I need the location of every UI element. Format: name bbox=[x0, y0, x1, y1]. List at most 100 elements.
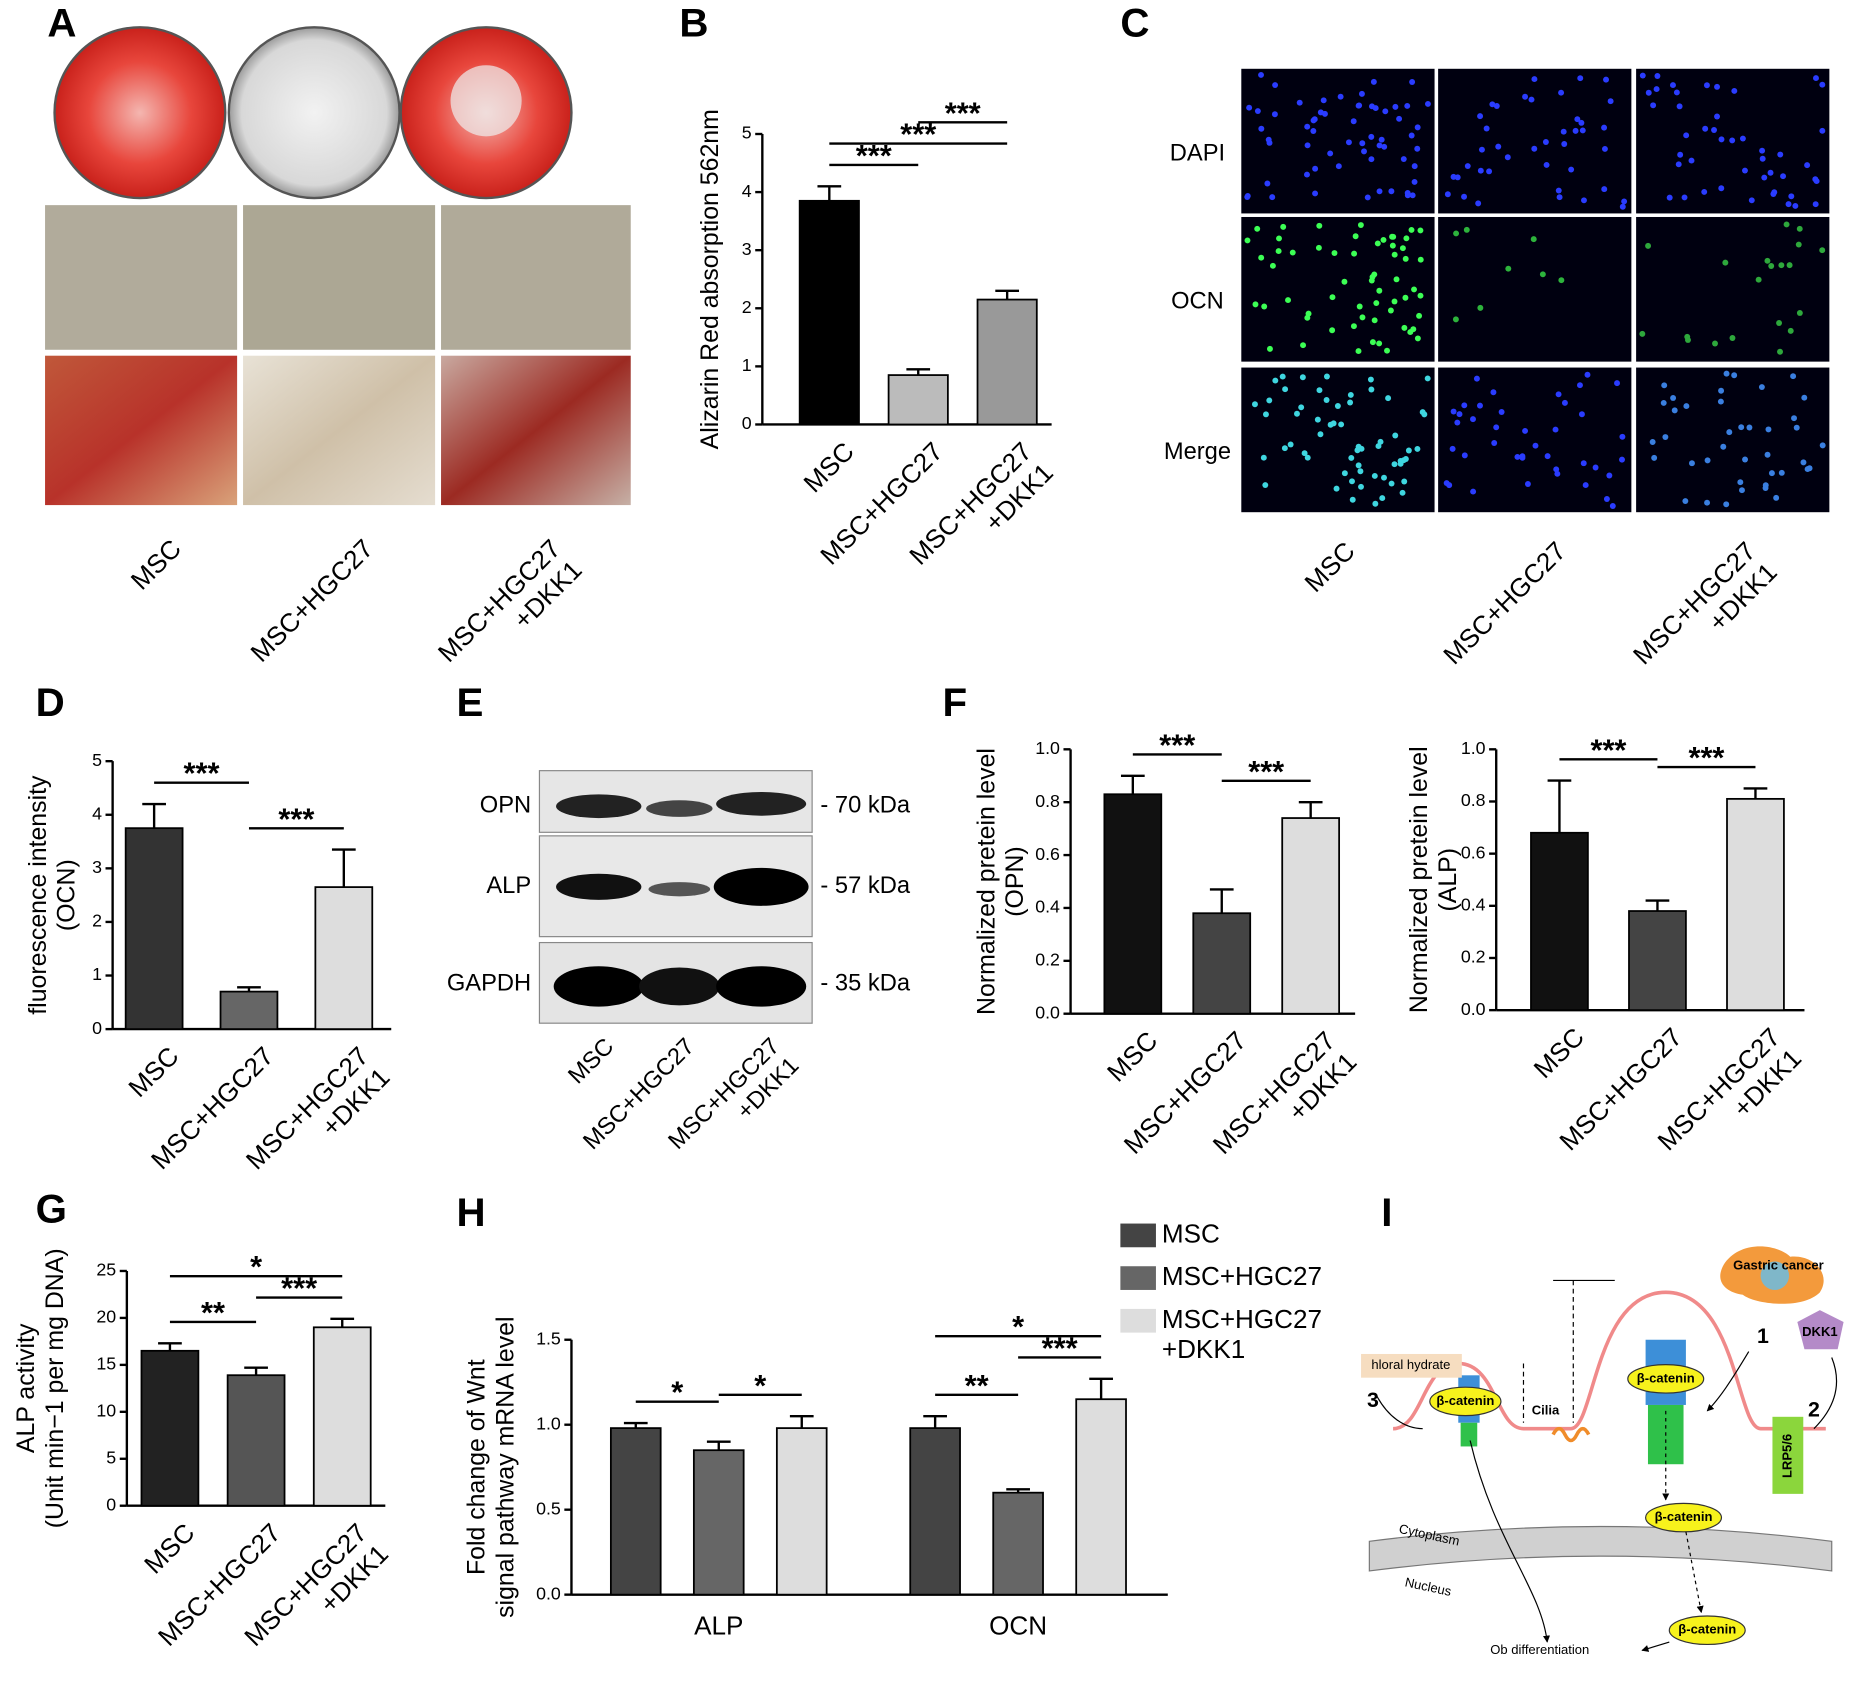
nucleus-dot bbox=[1402, 294, 1409, 301]
nucleus-dot bbox=[1251, 401, 1258, 408]
arrow bbox=[1641, 1641, 1670, 1652]
nucleus-dot bbox=[1408, 226, 1415, 233]
nucleus-dot bbox=[1561, 141, 1568, 147]
nucleus-dot bbox=[1759, 155, 1766, 162]
nucleus-dot bbox=[1417, 256, 1424, 263]
nucleus-dot bbox=[1254, 108, 1261, 114]
nucleus-dot bbox=[1470, 416, 1476, 423]
nucleus-dot bbox=[1262, 482, 1269, 489]
nucleus-dot bbox=[1304, 171, 1310, 178]
size-label: - 35 kDa bbox=[820, 970, 910, 996]
nucleus-dot bbox=[1759, 147, 1766, 154]
nucleus-dot bbox=[1558, 277, 1565, 284]
x-tick-label: MSC+HGC27 bbox=[245, 533, 379, 667]
nucleus-dot bbox=[1554, 470, 1561, 477]
nucleus-dot bbox=[1478, 146, 1485, 153]
nucleus-dot bbox=[1660, 399, 1667, 406]
nucleus-dot bbox=[1357, 468, 1364, 475]
x-tick-label: MSC+HGC27+DKK1 bbox=[432, 533, 588, 689]
nucleus-dot bbox=[1417, 227, 1424, 234]
diagram-label: Gastric cancer bbox=[1733, 1258, 1824, 1273]
nucleus-dot bbox=[1334, 403, 1341, 409]
nucleus-dot bbox=[1356, 303, 1363, 310]
nucleus-dot bbox=[1477, 167, 1484, 174]
nucleus-dot bbox=[1739, 487, 1745, 494]
nucleus-dot bbox=[1592, 464, 1599, 471]
y-tick-label: 0 bbox=[742, 413, 752, 433]
x-tick-label: OCN bbox=[989, 1611, 1047, 1641]
nucleus-dot bbox=[1601, 186, 1608, 193]
bar bbox=[1103, 793, 1163, 1015]
nucleus-dot bbox=[1477, 304, 1484, 311]
nucleus-dot bbox=[1358, 483, 1364, 490]
significance-label: *** bbox=[184, 756, 220, 791]
fluorescence-image bbox=[1438, 367, 1632, 513]
nucleus-dot bbox=[1384, 347, 1390, 354]
nucleus-dot bbox=[1579, 127, 1586, 134]
nucleus-dot bbox=[1702, 125, 1709, 132]
nucleus-dot bbox=[1409, 79, 1416, 85]
y-tick-label: 0 bbox=[92, 1018, 102, 1038]
nucleus-dot bbox=[1748, 197, 1755, 204]
bar bbox=[314, 886, 374, 1031]
nucleus-dot bbox=[1742, 456, 1748, 463]
nucleus-dot bbox=[1385, 395, 1392, 402]
bar bbox=[1726, 797, 1785, 1012]
significance-label: *** bbox=[1590, 732, 1626, 767]
nucleus-dot bbox=[1264, 180, 1271, 187]
nucleus-dot bbox=[1493, 424, 1500, 431]
nucleus-dot bbox=[1269, 262, 1276, 269]
nucleus-dot bbox=[1390, 233, 1397, 240]
y-tick-label: 0.0 bbox=[1461, 999, 1486, 1019]
nucleus-dot bbox=[1574, 116, 1581, 123]
nucleus-dot bbox=[1718, 387, 1725, 394]
y-tick-label: 0.8 bbox=[1035, 791, 1060, 811]
nucleus-dot bbox=[1387, 307, 1394, 314]
nucleus-dot bbox=[1244, 237, 1251, 244]
micrograph bbox=[45, 355, 238, 506]
nucleus-dot bbox=[1681, 194, 1688, 201]
nucleus-dot bbox=[1304, 142, 1311, 149]
nucleus-dot bbox=[1351, 250, 1358, 257]
nucleus-dot bbox=[1252, 301, 1259, 308]
nucleus-dot bbox=[1388, 188, 1395, 195]
nucleus-dot bbox=[1653, 86, 1660, 93]
significance-label: *** bbox=[1248, 754, 1284, 789]
nucleus-dot bbox=[1543, 161, 1550, 168]
nucleus-dot bbox=[1376, 142, 1383, 149]
nucleus-dot bbox=[1683, 403, 1690, 410]
nucleus-dot bbox=[1786, 262, 1793, 269]
y-tick-label: 1.0 bbox=[1461, 738, 1486, 758]
y-tick-label: 5 bbox=[742, 123, 752, 143]
nucleus-dot bbox=[1331, 250, 1338, 256]
nucleus-dot bbox=[1819, 247, 1826, 254]
nucleus-dot bbox=[1368, 156, 1375, 163]
nucleus-dot bbox=[1504, 154, 1511, 161]
blot-band bbox=[716, 791, 807, 816]
nucleus-dot bbox=[1372, 500, 1379, 507]
nucleus-dot bbox=[1400, 156, 1407, 163]
nucleus-dot bbox=[1519, 453, 1526, 460]
y-tick-label: 0.4 bbox=[1461, 895, 1486, 915]
beta-catenin bbox=[1645, 1502, 1723, 1533]
nucleus-dot bbox=[1773, 494, 1780, 501]
y-tick-label: 0.5 bbox=[536, 1498, 561, 1518]
panel-label: A bbox=[47, 1, 76, 46]
cilia bbox=[1551, 1426, 1591, 1443]
nucleus-dot bbox=[1661, 382, 1668, 389]
nucleus-dot bbox=[1764, 257, 1771, 264]
diagram-label: DKK1 bbox=[1802, 1324, 1837, 1339]
nucleus-dot bbox=[1367, 376, 1374, 383]
nucleus-dot bbox=[1348, 454, 1355, 461]
nucleus-dot bbox=[1729, 335, 1736, 341]
nucleus-dot bbox=[1718, 185, 1725, 192]
nucleus-dot bbox=[1355, 462, 1362, 469]
inhibit bbox=[1374, 1392, 1423, 1430]
lrp-receptor bbox=[1772, 1416, 1804, 1494]
nucleus-dot bbox=[1281, 445, 1288, 452]
nucleus-dot bbox=[1382, 108, 1389, 115]
nucleus-dot bbox=[1279, 373, 1286, 380]
nucleus-dot bbox=[1369, 339, 1376, 346]
nucleus-dot bbox=[1677, 151, 1684, 158]
